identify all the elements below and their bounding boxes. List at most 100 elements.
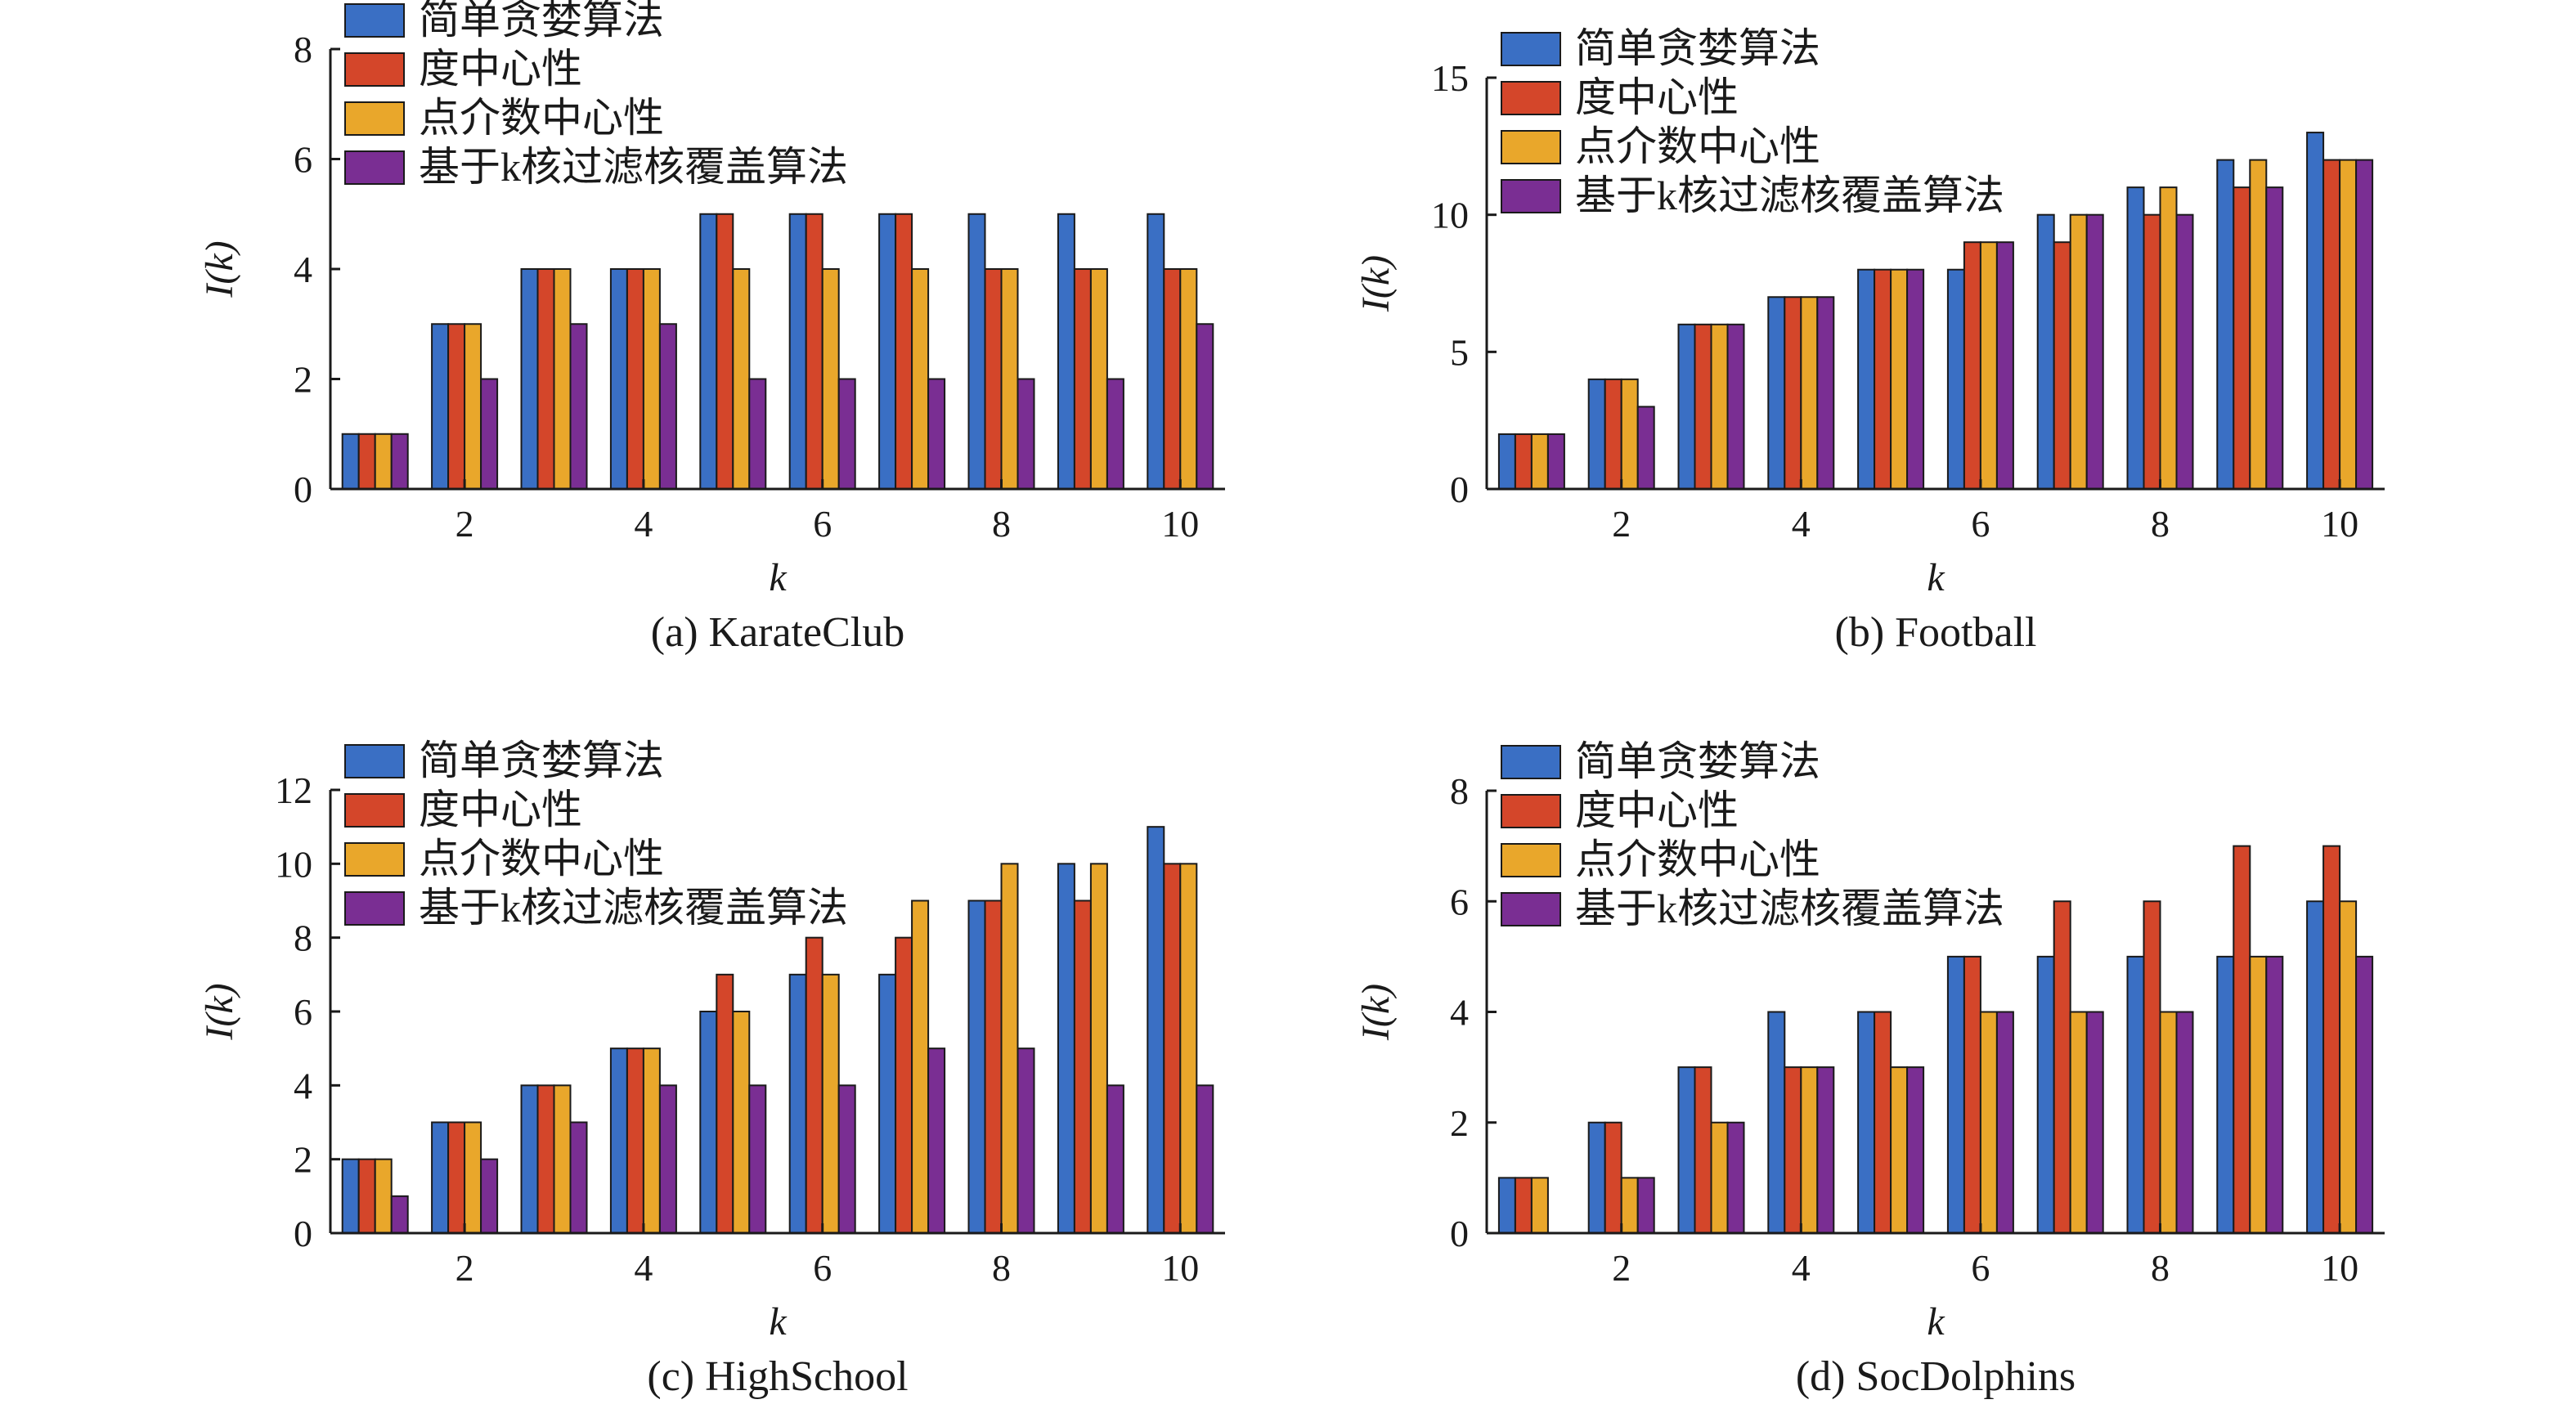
y-tick-label: 0: [1450, 469, 1469, 510]
bar-karateclub-s1-k8: [967, 213, 986, 490]
bar-highschool-s3-k7: [911, 899, 930, 1234]
bar-highschool-s2-k1: [357, 1158, 376, 1234]
legend-label-4: 基于k核过滤核覆盖算法: [1575, 886, 2004, 931]
legend-label-4: 基于k核过滤核覆盖算法: [419, 885, 848, 931]
x-tick-label: 4: [634, 1247, 653, 1289]
bar-football-s1-k2: [1587, 378, 1606, 490]
bar-highschool-s4-k1: [390, 1195, 409, 1235]
bar-football-s3-k5: [1890, 268, 1909, 490]
legend-swatch-2: [1501, 81, 1561, 115]
x-tick-label: 4: [634, 503, 653, 545]
bar-highschool-s4-k8: [1016, 1047, 1035, 1234]
legend-label-3: 点介数中心性: [1575, 837, 1820, 882]
bar-karateclub-s4-k5: [748, 378, 767, 490]
bar-football-s4-k3: [1726, 323, 1745, 490]
y-tick-label: 8: [294, 917, 312, 959]
bar-karateclub-s3-k7: [911, 268, 930, 490]
bar-karateclub-s4-k8: [1016, 378, 1035, 490]
bar-highschool-s4-k10: [1196, 1084, 1214, 1235]
legend-swatch-4: [344, 891, 405, 926]
bar-highschool-s2-k2: [447, 1121, 466, 1234]
bar-socdolphins-s2-k4: [1784, 1066, 1802, 1234]
bar-karateclub-s2-k1: [357, 433, 376, 490]
bar-socdolphins-s3-k1: [1530, 1177, 1549, 1234]
y-tick-label: 8: [1450, 770, 1469, 812]
bar-football-s2-k4: [1784, 296, 1802, 490]
bar-highschool-s4-k6: [837, 1084, 856, 1235]
panel-socdolphins: 0 2 4 6 8 2 4 6 8 10 k I(k) (d) SocDolphins 简单贪婪算法度中心…: [1354, 738, 2385, 1400]
x-tick-label: 8: [992, 1247, 1011, 1289]
legend-swatch-3: [1501, 130, 1561, 164]
bar-karateclub-s1-k7: [878, 213, 897, 490]
bar-karateclub-s3-k5: [732, 268, 751, 490]
bar-football-s4-k7: [2085, 213, 2104, 490]
bar-football-s1-k5: [1857, 268, 1876, 490]
legend-label-3: 点介数中心性: [419, 836, 664, 881]
legend-swatch-1: [1501, 32, 1561, 66]
legend-swatch-4: [1501, 179, 1561, 213]
bar-socdolphins-s3-k6: [1979, 1011, 1998, 1234]
bar-highschool-s2-k10: [1163, 863, 1182, 1235]
bar-highschool-s4-k2: [480, 1158, 499, 1234]
bar-football-s4-k9: [2265, 186, 2284, 490]
bar-football-s3-k1: [1530, 433, 1549, 491]
bar-socdolphins-s4-k10: [2355, 955, 2374, 1234]
y-tick-label: 6: [1450, 881, 1469, 922]
bar-socdolphins-s2-k8: [2143, 900, 2161, 1234]
legend-label-1: 简单贪婪算法: [1575, 738, 1820, 784]
panel-football: 0 5 10 15 2 4 6 8 10 k I(k) (b) Football 简单贪婪算法度中心性点…: [1354, 25, 2385, 656]
panel-caption: (c) HighSchool: [647, 1353, 908, 1400]
bar-highschool-s2-k6: [805, 936, 824, 1234]
bar-highschool-s2-k9: [1073, 899, 1092, 1234]
y-tick-label: 0: [1450, 1213, 1469, 1254]
y-tick-label: 6: [294, 139, 312, 181]
bar-football-s2-k5: [1874, 268, 1892, 490]
bar-football-s3-k7: [2069, 213, 2088, 490]
bar-socdolphins-s1-k7: [2036, 955, 2055, 1234]
bar-highschool-s1-k8: [967, 899, 986, 1234]
bar-karateclub-s1-k5: [699, 213, 718, 490]
bar-highschool-s3-k2: [464, 1121, 482, 1234]
bar-highschool-s1-k4: [609, 1047, 628, 1234]
legend-swatch-4: [1501, 892, 1561, 926]
bar-karateclub-s1-k4: [609, 268, 628, 490]
bar-karateclub-s2-k5: [716, 213, 734, 490]
bar-football-s3-k3: [1710, 323, 1729, 490]
legend-swatch-3: [1501, 843, 1561, 877]
panel-karateclub: 0 2 4 6 8 2 4 6 8 10 k I(k) (a) KarateClub 简单贪婪算法度中心性…: [198, 0, 1225, 656]
bar-football-s2-k7: [2053, 241, 2071, 490]
legend-swatch-2: [1501, 794, 1561, 828]
y-tick-label: 0: [294, 469, 312, 510]
bar-highschool-s1-k9: [1057, 863, 1075, 1235]
bar-football-s4-k10: [2355, 159, 2374, 490]
bar-highschool-s4-k5: [748, 1084, 767, 1235]
bar-karateclub-s4-k2: [480, 378, 499, 490]
bar-karateclub-s4-k3: [569, 323, 588, 490]
bar-socdolphins-s2-k3: [1694, 1066, 1712, 1234]
bar-highschool-s3-k1: [374, 1158, 393, 1234]
bar-socdolphins-s2-k6: [1963, 955, 1981, 1234]
legend-swatch-2: [344, 793, 405, 828]
y-tick-label: 0: [294, 1213, 312, 1254]
x-axis-label: k: [1927, 556, 1945, 599]
x-axis-label: k: [1927, 1300, 1945, 1343]
bar-football-s3-k9: [2249, 159, 2268, 490]
bar-football-s2-k9: [2233, 186, 2251, 490]
y-tick-label: 8: [294, 29, 312, 70]
bar-socdolphins-s2-k5: [1874, 1011, 1892, 1234]
bar-highschool-s2-k4: [626, 1047, 644, 1234]
bar-socdolphins-s2-k2: [1604, 1121, 1622, 1234]
bar-highschool-s4-k9: [1106, 1084, 1124, 1235]
bar-socdolphins-s3-k2: [1620, 1177, 1639, 1234]
y-axis-label: I(k): [1354, 255, 1398, 312]
bar-highschool-s1-k5: [699, 1011, 718, 1234]
bar-football-s4-k8: [2175, 213, 2194, 490]
panel-highschool: 0 2 4 6 8 10 12 2 4 6 8 10 k I(k) (c) HighSchool 简单贪婪算法…: [198, 738, 1225, 1400]
bar-highschool-s1-k10: [1147, 826, 1165, 1235]
bar-highschool-s1-k2: [431, 1121, 450, 1234]
bar-football-s2-k6: [1963, 241, 1981, 490]
bar-socdolphins-s1-k6: [1946, 955, 1965, 1234]
bar-karateclub-s1-k2: [431, 323, 450, 490]
bar-highschool-s3-k9: [1089, 863, 1108, 1235]
